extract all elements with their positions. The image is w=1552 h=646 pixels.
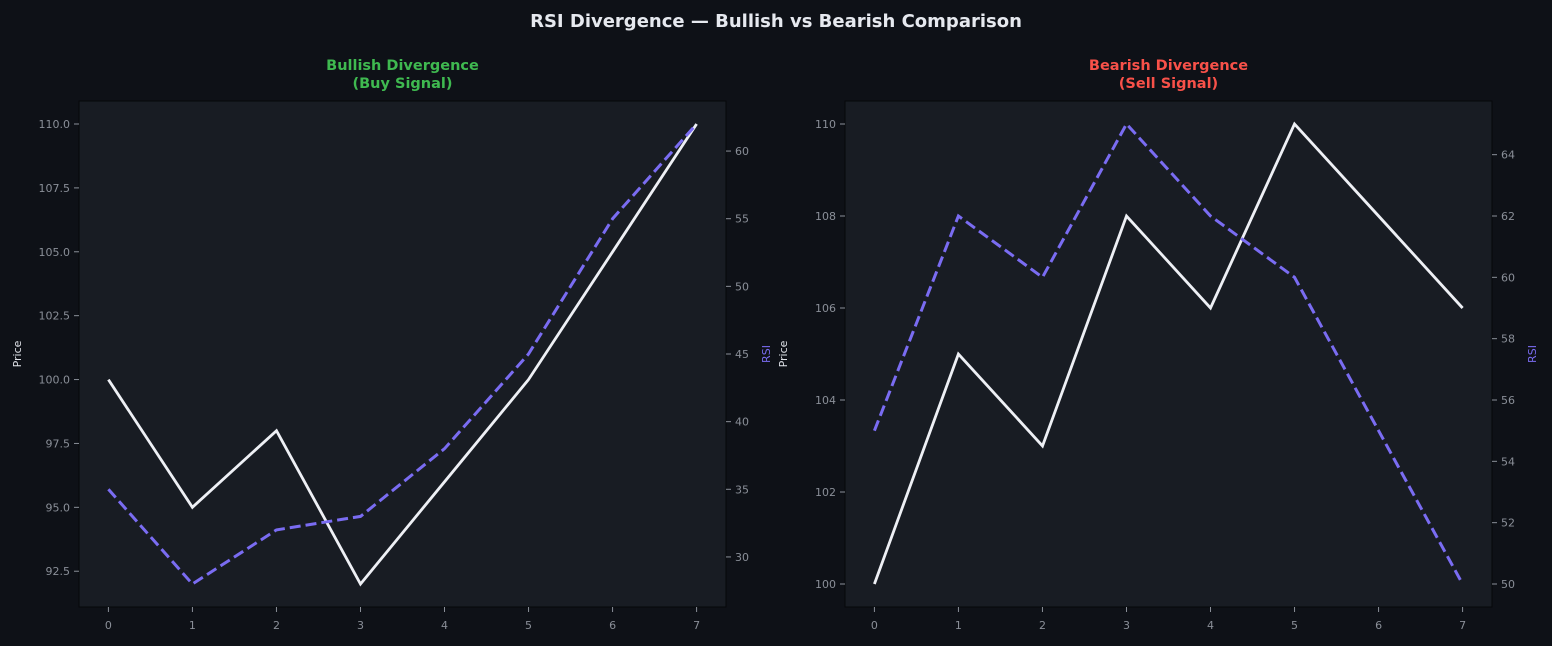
y-left-tick-label: 105.0 (39, 246, 71, 259)
y-axis-label-price: Price (777, 340, 790, 367)
y-axis-label-rsi: RSI (760, 345, 773, 363)
plot-area (78, 100, 727, 608)
y-right-tick-label: 52 (1501, 517, 1515, 530)
x-tick-label: 1 (189, 619, 196, 632)
y-right-tick-label: 30 (735, 551, 749, 564)
x-tick-label: 4 (1207, 619, 1214, 632)
panel-title: Bearish Divergence (1089, 58, 1248, 74)
rsi-line (107, 123, 698, 586)
y-axis-label-rsi: RSI (1526, 345, 1539, 363)
x-tick-label: 3 (357, 619, 364, 632)
y-right-tick-label: 40 (735, 416, 749, 429)
y-right-tick-label: 60 (1501, 271, 1515, 284)
x-tick-label: 2 (273, 619, 280, 632)
y-right-tick-label: 60 (735, 145, 749, 158)
panel-title: Bullish Divergence (326, 58, 479, 74)
y-left-tick-label: 102.5 (39, 310, 71, 323)
y-right-tick-label: 54 (1501, 455, 1515, 468)
panel-subtitle: (Buy Signal) (353, 76, 453, 92)
price-line (873, 121, 1464, 585)
y-left-tick-label: 108 (815, 210, 836, 223)
y-left-tick-label: 95.0 (46, 501, 71, 514)
y-left-tick-label: 92.5 (46, 565, 71, 578)
panel-subtitle: (Sell Signal) (1119, 76, 1218, 92)
y-right-tick-label: 45 (735, 348, 749, 361)
x-tick-label: 2 (1039, 619, 1046, 632)
figure-title: RSI Divergence — Bullish vs Bearish Comp… (530, 11, 1022, 32)
x-tick-label: 7 (1459, 619, 1466, 632)
y-right-tick-label: 55 (735, 213, 749, 226)
y-left-tick-label: 104 (815, 394, 836, 407)
x-tick-label: 5 (525, 619, 532, 632)
x-tick-label: 6 (609, 619, 616, 632)
plot-area (844, 100, 1493, 608)
x-tick-label: 4 (441, 619, 448, 632)
y-left-tick-label: 106 (815, 302, 836, 315)
y-right-tick-label: 58 (1501, 333, 1515, 346)
x-tick-label: 3 (1123, 619, 1130, 632)
bearish-panel: Bearish Divergence(Sell Signal)0 1 2 3 4 5 6 71… (777, 58, 1539, 632)
y-left-tick-label: 110 (815, 118, 836, 131)
x-tick-label: 0 (105, 619, 112, 632)
y-right-tick-label: 35 (735, 483, 749, 496)
x-tick-label: 0 (871, 619, 878, 632)
x-tick-label: 7 (693, 619, 700, 632)
x-tick-label: 6 (1375, 619, 1382, 632)
y-left-tick-label: 107.5 (39, 182, 71, 195)
x-tick-label: 5 (1291, 619, 1298, 632)
y-right-tick-label: 50 (735, 280, 749, 293)
y-axis-label-price: Price (11, 340, 24, 367)
bullish-panel: Bullish Divergence(Buy Signal)0 1 2 3 4 5 6 792… (11, 58, 773, 632)
y-left-tick-label: 97.5 (46, 437, 71, 450)
y-left-tick-label: 100.0 (39, 374, 71, 387)
y-left-tick-label: 102 (815, 486, 836, 499)
y-right-tick-label: 62 (1501, 210, 1515, 223)
rsi-line (873, 121, 1464, 585)
y-left-tick-label: 100 (815, 578, 836, 591)
x-tick-label: 1 (955, 619, 962, 632)
y-left-tick-label: 110.0 (39, 118, 71, 131)
y-right-tick-label: 64 (1501, 149, 1515, 162)
y-right-tick-label: 50 (1501, 578, 1515, 591)
y-right-tick-label: 56 (1501, 394, 1515, 407)
price-line (107, 123, 698, 587)
